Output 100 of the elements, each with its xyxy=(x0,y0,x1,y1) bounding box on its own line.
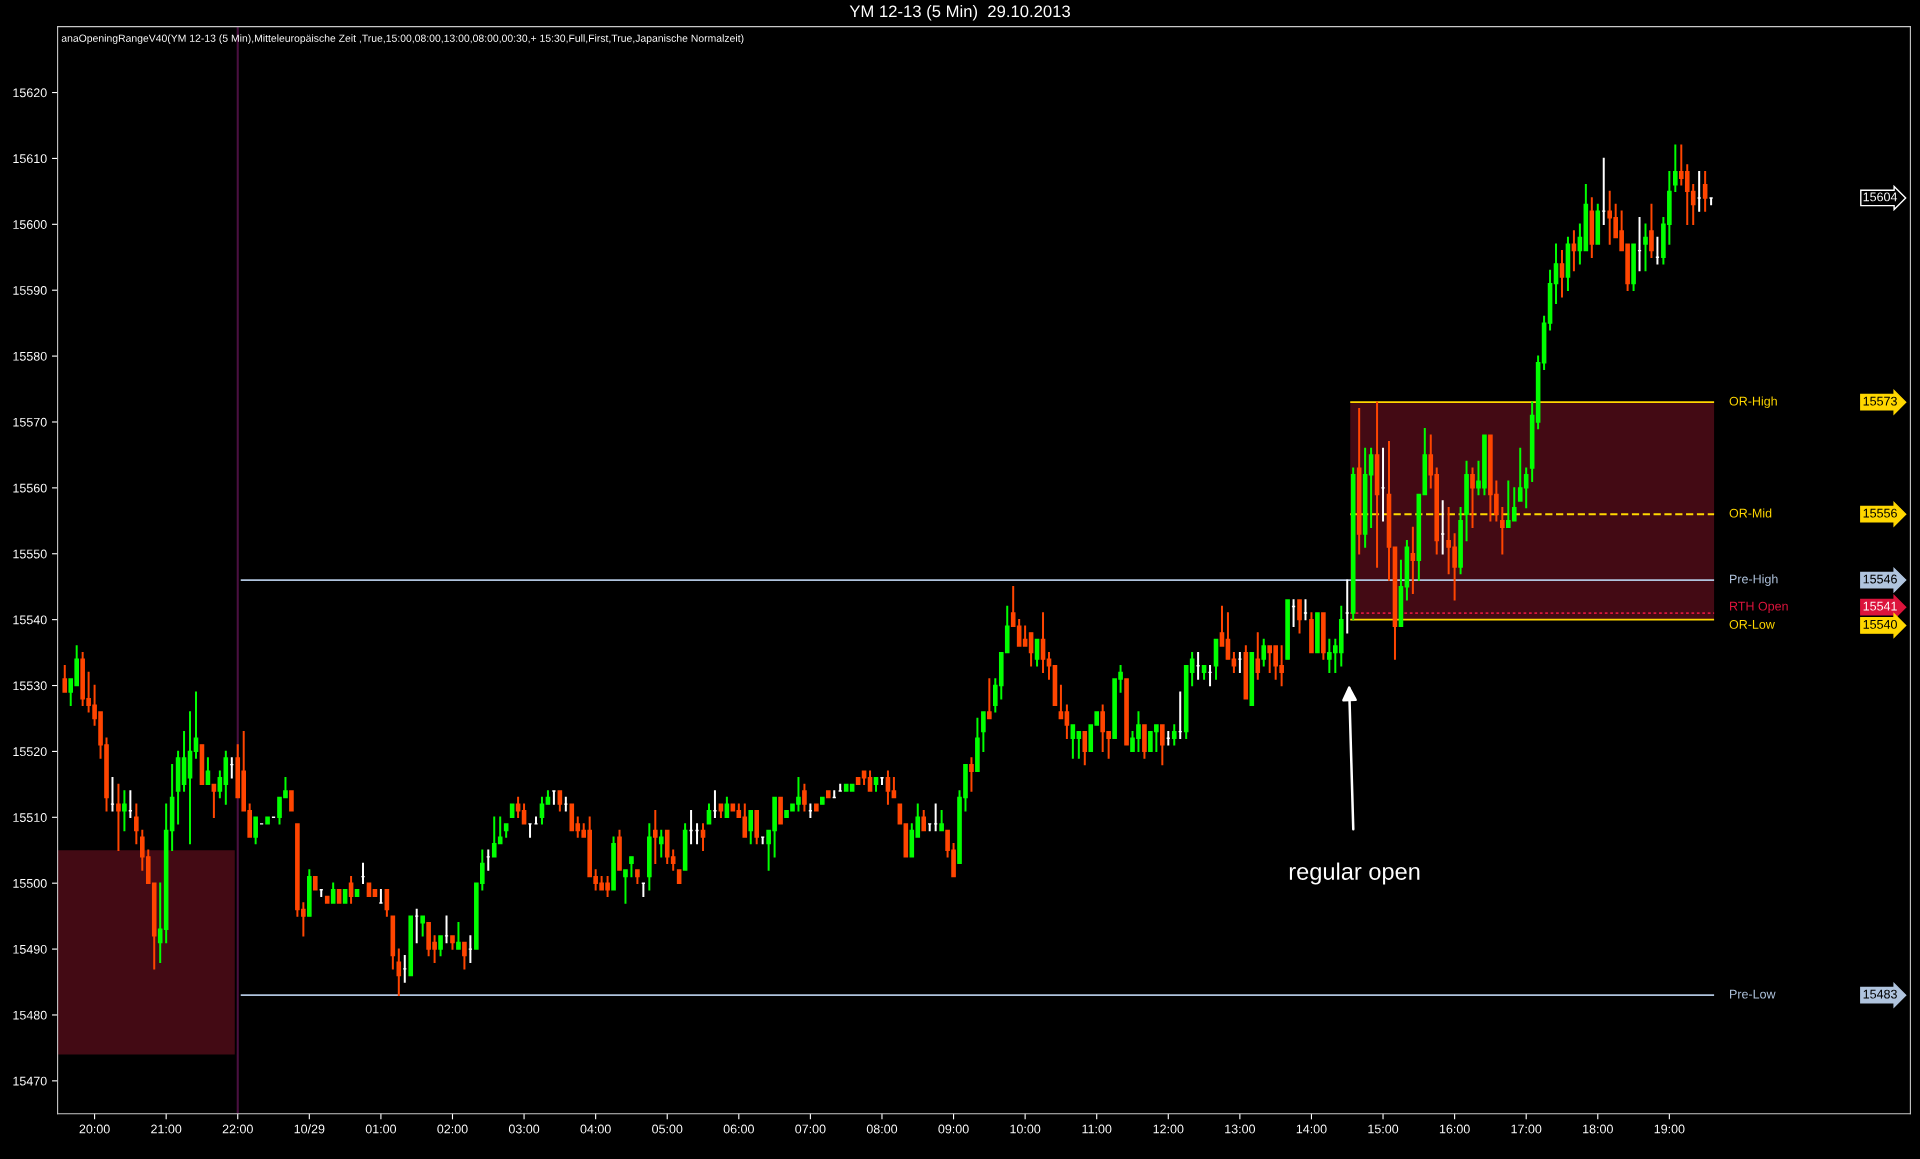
candlestick xyxy=(1440,500,1445,555)
x-tick-label: 20:00 xyxy=(79,1124,110,1134)
candlestick xyxy=(641,882,646,898)
candlestick xyxy=(808,803,813,819)
ref-line-label: Pre-High xyxy=(1730,574,1778,586)
y-tick-label: 15620 xyxy=(13,88,47,98)
ref-line-label: OR-Mid xyxy=(1729,508,1772,518)
candlestick xyxy=(1207,665,1213,687)
candlestick xyxy=(927,823,932,832)
candlestick xyxy=(414,908,420,944)
text: 15541 xyxy=(1863,601,1897,611)
candlestick xyxy=(1177,691,1183,739)
text: 15573 xyxy=(1863,396,1897,406)
x-tick-label: 11:00 xyxy=(1082,1124,1112,1134)
candlestick xyxy=(969,757,974,792)
y-tick-label: 15480 xyxy=(13,1010,47,1020)
chart-title: YM 12-13 (5 Min) 29.10.2013 xyxy=(849,4,1070,21)
text: 15483 xyxy=(1863,989,1897,999)
annotation: regular open xyxy=(1289,862,1420,885)
candlestick xyxy=(360,862,366,884)
candlestick xyxy=(712,790,718,819)
x-tick-label: 16:00 xyxy=(1439,1124,1470,1134)
x-tick-label: 22:00 xyxy=(222,1124,253,1134)
x-tick-label: 01:00 xyxy=(365,1124,397,1134)
candlestick xyxy=(658,829,664,858)
candlestick xyxy=(1380,447,1386,522)
y-tick-label: 15570 xyxy=(13,417,47,427)
x-tick-label: 19:00 xyxy=(1654,1124,1685,1134)
candlestick xyxy=(122,790,127,832)
candlestick xyxy=(420,915,425,937)
candlestick xyxy=(402,954,408,983)
candlestick xyxy=(1500,506,1505,555)
text: 15546 xyxy=(1863,574,1897,584)
candlestick xyxy=(831,790,837,799)
x-tick-label: 13:00 xyxy=(1225,1124,1256,1134)
y-tick-label: 15560 xyxy=(13,483,47,493)
candlestick xyxy=(1171,724,1177,746)
ref-line-label: OR-Low xyxy=(1729,619,1775,629)
x-tick-label: 12:00 xyxy=(1153,1124,1184,1134)
x-tick-label: 05:00 xyxy=(652,1124,683,1134)
candlestick xyxy=(110,777,115,812)
x-tick-label: 14:00 xyxy=(1296,1124,1327,1134)
candlestick xyxy=(468,935,473,963)
candlestick xyxy=(1696,170,1702,212)
y-tick-label: 15490 xyxy=(13,944,47,954)
candlestick xyxy=(318,889,324,898)
x-tick-label: 15:00 xyxy=(1368,1124,1399,1134)
y-tick-label: 15540 xyxy=(13,615,47,625)
y-tick-label: 15510 xyxy=(13,813,47,822)
candlestick xyxy=(1165,730,1171,746)
x-tick-label: 06:00 xyxy=(723,1124,754,1134)
candlestick xyxy=(1601,157,1607,226)
y-tick-label: 15500 xyxy=(13,878,47,888)
x-tick-label: 03:00 xyxy=(508,1124,540,1134)
ref-line-label: RTH Open xyxy=(1730,601,1788,614)
x-tick-label: 04:00 xyxy=(580,1124,611,1134)
candlestick xyxy=(987,678,992,720)
candlestick xyxy=(652,810,658,865)
x-tick-label: 10:00 xyxy=(1010,1124,1041,1134)
text: 15540 xyxy=(1863,619,1897,629)
x-tick-label: 10/29 xyxy=(294,1124,325,1134)
candlestick xyxy=(933,803,938,832)
x-tick-label: 17:00 xyxy=(1511,1124,1542,1134)
candlestick xyxy=(623,869,628,904)
x-tick-label: 21:00 xyxy=(151,1124,182,1134)
candlestick xyxy=(563,796,569,812)
text: 15556 xyxy=(1863,508,1897,518)
candlestick xyxy=(116,783,121,851)
candlestick xyxy=(456,922,461,950)
candlestick xyxy=(128,790,133,819)
candlestick xyxy=(1195,651,1201,680)
candlestick xyxy=(485,849,491,871)
candlestick xyxy=(1637,217,1642,272)
y-tick-label: 15610 xyxy=(13,154,47,164)
x-tick-label: 07:00 xyxy=(795,1124,826,1134)
candlestick xyxy=(527,823,533,838)
y-tick-label: 15470 xyxy=(13,1076,47,1086)
candlestick xyxy=(533,816,539,825)
x-tick-label: 08:00 xyxy=(866,1124,898,1134)
candlestick xyxy=(1655,236,1660,265)
candlestick xyxy=(551,790,557,805)
candlestick xyxy=(444,915,449,944)
candlestick xyxy=(378,889,384,904)
ref-line-label: OR-High xyxy=(1729,396,1777,409)
x-tick-label: 02:00 xyxy=(437,1124,468,1134)
candlestick xyxy=(879,777,885,786)
y-tick-label: 15590 xyxy=(13,286,47,295)
candlestick xyxy=(1237,651,1243,674)
text: anaOpeningRangeV40(YM 12-13 (5 Min),Mitteleuropäische Zeit ,True,15:00,08:00,13:00,08:00,00:30,+ 15:30,Full,First,True,Japanische Normalzeit) xyxy=(61,34,744,44)
candlestick xyxy=(1344,579,1350,634)
y-tick-label: 15550 xyxy=(13,549,47,559)
candlestick xyxy=(688,810,694,845)
candlestick xyxy=(1410,526,1416,594)
x-tick-label: 18:00 xyxy=(1583,1124,1613,1134)
text: 15604 xyxy=(1863,192,1898,202)
candlestick xyxy=(229,757,235,779)
candlestick xyxy=(1470,467,1475,529)
candlestick xyxy=(760,836,765,845)
x-tick-label: 09:00 xyxy=(938,1124,969,1134)
candlestick xyxy=(1708,197,1714,206)
